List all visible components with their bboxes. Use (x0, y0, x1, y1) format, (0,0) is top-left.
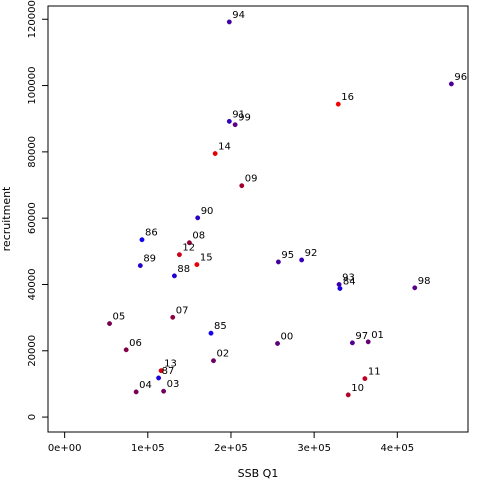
point-label: 92 (305, 248, 318, 259)
point-label: 85 (214, 321, 227, 332)
y-tick-label: 20000 (27, 335, 38, 367)
point-label: 07 (176, 305, 189, 316)
data-point (107, 321, 112, 327)
data-point (448, 81, 454, 87)
data-point (362, 376, 368, 382)
data-point (226, 19, 232, 25)
data-point (365, 339, 371, 345)
data-point (158, 368, 164, 374)
point-label: 01 (371, 330, 384, 341)
data-point (275, 259, 281, 265)
y-tick-label: 60000 (27, 202, 38, 234)
y-tick-label: 80000 (27, 136, 38, 168)
point-labels: 84 85 86 87 88 89 90 91 92 93 94 95 96 97 98 99 00 01 02 03… (113, 10, 468, 394)
point-label: 04 (139, 380, 152, 391)
data-point (161, 388, 167, 394)
point-label: 11 (368, 367, 381, 378)
y-axis-label: recruitment (0, 186, 13, 251)
point-label: 99 (238, 113, 251, 124)
point-label: 89 (143, 254, 156, 265)
data-point (137, 263, 143, 269)
point-label: 02 (217, 349, 230, 360)
point-label: 03 (167, 379, 180, 390)
data-point (275, 341, 280, 346)
data-point (170, 314, 176, 320)
point-label: 96 (454, 72, 467, 83)
point-label: 88 (177, 264, 190, 275)
y-axis: 0 20000 40000 60000 80000 100000 120000 (27, 0, 48, 420)
data-point (239, 183, 245, 189)
point-label: 06 (129, 338, 142, 349)
point-label: 97 (355, 331, 368, 342)
data-point (232, 122, 238, 128)
data-point (176, 252, 182, 258)
point-label: 94 (232, 10, 245, 21)
x-axis: 0e+00 1e+05 2e+05 3e+05 4e+05 (48, 432, 414, 454)
y-tick-label: 120000 (27, 0, 38, 38)
data-point (336, 282, 342, 287)
point-label: 08 (192, 231, 205, 242)
point-label: 00 (281, 331, 294, 342)
point-label: 09 (245, 174, 258, 185)
data-point (186, 240, 192, 246)
x-tick-label: 1e+05 (131, 443, 165, 454)
y-tick-label: 100000 (27, 66, 38, 104)
point-label: 90 (201, 206, 214, 217)
x-axis-label: SSB Q1 (238, 467, 279, 480)
data-point (208, 330, 214, 336)
x-tick-label: 4e+05 (380, 443, 414, 454)
data-point (226, 118, 232, 124)
plot-frame (47, 5, 469, 433)
data-point (212, 151, 218, 156)
data-point (133, 389, 139, 395)
point-label: 14 (218, 142, 231, 153)
point-label: 84 (343, 276, 356, 287)
data-point (412, 285, 418, 291)
point-label: 10 (351, 383, 364, 394)
y-tick-label: 0 (27, 414, 38, 420)
data-point (194, 262, 200, 268)
data-point (123, 347, 129, 353)
data-point (345, 392, 351, 398)
data-point (156, 375, 162, 381)
point-label: 15 (200, 253, 213, 264)
data-point (335, 101, 341, 107)
data-point (171, 273, 177, 279)
point-label: 98 (418, 276, 431, 287)
x-tick-label: 2e+05 (214, 443, 248, 454)
data-point (211, 358, 216, 364)
data-point (139, 237, 145, 243)
point-label: 87 (162, 366, 175, 377)
x-tick-label: 3e+05 (297, 443, 331, 454)
data-point (349, 340, 355, 346)
point-label: 93 (342, 272, 355, 283)
point-label: 95 (281, 250, 294, 261)
point-label: 05 (113, 312, 126, 323)
point-label: 13 (164, 359, 177, 370)
point-label: 91 (232, 109, 245, 120)
data-points (107, 19, 454, 398)
x-tick-label: 0e+00 (48, 443, 82, 454)
point-label: 12 (182, 243, 195, 254)
data-point (195, 215, 201, 221)
y-tick-label: 40000 (27, 269, 38, 301)
point-label: 16 (341, 92, 354, 103)
point-label: 86 (145, 228, 158, 239)
data-point (337, 286, 343, 291)
data-point (299, 257, 305, 263)
